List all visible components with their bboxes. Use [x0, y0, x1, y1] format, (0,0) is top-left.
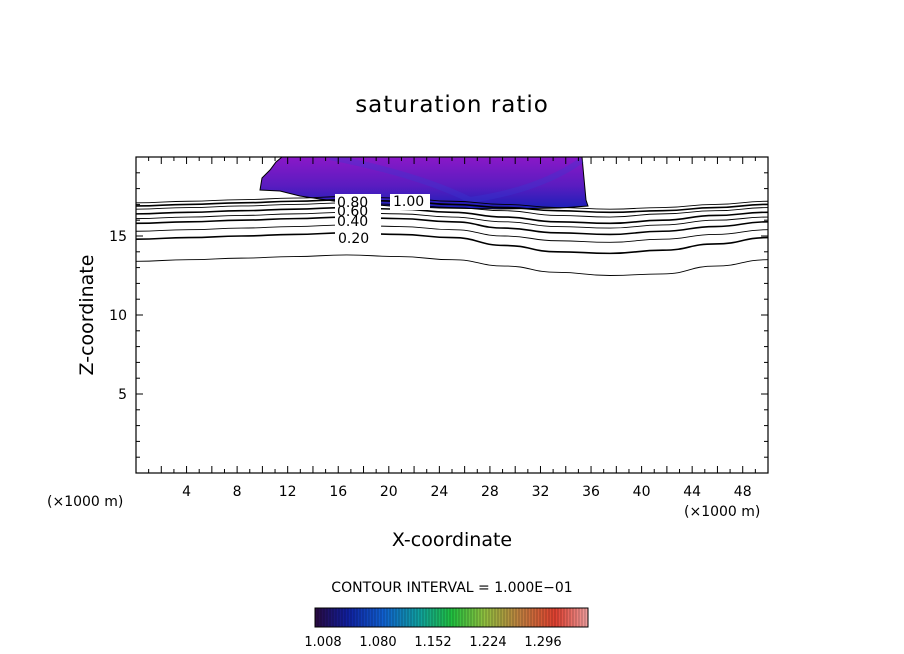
x-axis-title: X-coordinate — [392, 529, 512, 551]
contour-line — [136, 202, 768, 218]
x-tick-label: 40 — [633, 484, 651, 500]
x-unit-label-left: (×1000 m) — [47, 494, 123, 510]
contour-line — [136, 211, 768, 229]
colorbar-tick-label: 1.008 — [304, 635, 341, 650]
contour-label-040: 0.40 — [337, 214, 368, 230]
x-tick-label: 44 — [683, 484, 701, 500]
colorbar-tick-label: 1.224 — [469, 635, 506, 650]
contour-field — [136, 157, 768, 276]
contour-label-020: 0.20 — [338, 231, 369, 247]
y-tick-label: 15 — [109, 229, 127, 245]
contour-line — [136, 196, 768, 210]
x-tick-label: 20 — [380, 484, 398, 500]
contour-line — [136, 198, 768, 214]
colorbar-tick-label: 1.080 — [359, 635, 396, 650]
colorbar-tick-label: 1.296 — [524, 635, 561, 650]
contour-lines — [136, 196, 768, 276]
x-tick-label: 4 — [182, 484, 191, 500]
colorbar-tick-label: 1.152 — [414, 635, 451, 650]
contour-line — [136, 216, 768, 236]
contour-label-060: 0.60 — [337, 204, 368, 220]
x-tick-label: 36 — [582, 484, 600, 500]
contour-line — [136, 224, 768, 243]
colorbar-labels: 1.008 1.080 1.152 1.224 1.296 — [304, 635, 561, 650]
x-tick-labels: 4 8 12 16 20 24 28 32 36 40 44 48 — [182, 484, 752, 500]
contour-label-080: 0.80 — [337, 195, 368, 211]
y-axis-title: Z-coordinate — [76, 255, 98, 376]
contour-interval-text: CONTOUR INTERVAL = 1.000E−01 — [331, 580, 572, 596]
axis-ticks — [136, 157, 768, 473]
x-tick-label: 32 — [532, 484, 550, 500]
y-tick-label: 5 — [118, 387, 127, 403]
colorbar — [314, 607, 589, 628]
contour-label-100: 1.00 — [393, 194, 424, 210]
x-unit-label-right: (×1000 m) — [684, 504, 760, 520]
chart-title: saturation ratio — [355, 92, 549, 118]
y-tick-label: 10 — [109, 308, 127, 324]
contour-line — [136, 232, 768, 255]
y-tick-labels: 5 10 15 — [109, 229, 127, 403]
x-tick-label: 48 — [734, 484, 752, 500]
x-tick-label: 24 — [430, 484, 448, 500]
colorbar-stripes — [317, 608, 586, 627]
x-tick-label: 12 — [279, 484, 297, 500]
x-tick-label: 16 — [329, 484, 347, 500]
x-tick-label: 28 — [481, 484, 499, 500]
x-tick-label: 8 — [233, 484, 242, 500]
contour-line — [136, 254, 768, 276]
contour-line — [136, 206, 768, 225]
